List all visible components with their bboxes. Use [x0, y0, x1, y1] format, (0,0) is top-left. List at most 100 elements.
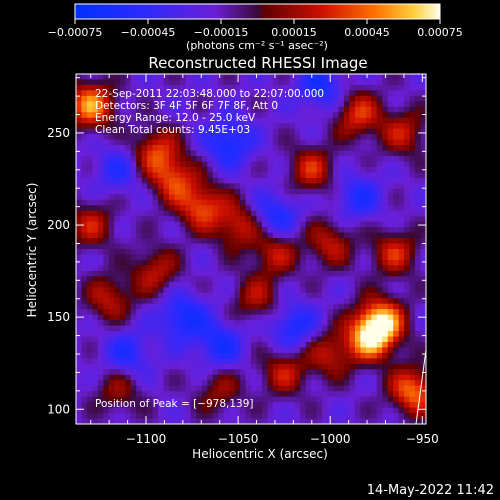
heatmap-cell	[201, 309, 208, 316]
heatmap-cell	[300, 298, 307, 305]
heatmap-cell	[294, 374, 301, 381]
heatmap-cell	[136, 380, 143, 387]
heatmap-cell	[92, 156, 99, 162]
heatmap-cell	[92, 95, 99, 102]
heatmap-cell	[343, 232, 350, 239]
heatmap-cell	[103, 194, 110, 201]
heatmap-cell	[141, 254, 148, 261]
heatmap-cell	[92, 418, 99, 424]
heatmap-cell	[97, 325, 104, 332]
heatmap-cell	[272, 363, 279, 370]
heatmap-cell	[196, 117, 203, 124]
heatmap-cell	[218, 79, 225, 86]
heatmap-cell	[316, 407, 323, 414]
heatmap-cell	[294, 205, 301, 212]
heatmap-cell	[240, 145, 246, 151]
heatmap-cell	[311, 320, 318, 326]
heatmap-cell	[147, 363, 153, 370]
heatmap-cell	[338, 145, 345, 151]
heatmap-cell	[382, 292, 389, 299]
heatmap-cell	[76, 150, 82, 157]
heatmap-cell	[272, 134, 279, 141]
heatmap-cell	[119, 385, 126, 392]
heatmap-cell	[322, 150, 328, 157]
heatmap-cell	[185, 210, 192, 217]
heatmap-cell	[294, 166, 301, 173]
heatmap-cell	[415, 221, 421, 228]
heatmap-cell	[409, 90, 416, 97]
heatmap-cell	[311, 238, 318, 244]
heatmap-cell	[152, 303, 159, 310]
heatmap-cell	[147, 369, 153, 376]
heatmap-cell	[86, 292, 93, 299]
heatmap-cell	[240, 385, 246, 392]
heatmap-cell	[81, 205, 88, 212]
heatmap-cell	[141, 314, 148, 321]
heatmap-cell	[322, 254, 328, 261]
heatmap-cell	[212, 325, 219, 332]
heatmap-cell	[207, 325, 214, 332]
heatmap-cell	[267, 298, 274, 305]
heatmap-cell	[300, 150, 307, 157]
heatmap-cell	[349, 188, 356, 195]
heatmap-cell	[168, 325, 175, 332]
heatmap-cell	[404, 210, 410, 217]
heatmap-cell	[229, 331, 235, 337]
heatmap-cell	[343, 265, 350, 272]
heatmap-cell	[393, 79, 400, 86]
heatmap-cell	[76, 210, 82, 217]
heatmap-cell	[256, 232, 263, 239]
heatmap-cell	[201, 331, 208, 337]
heatmap-cell	[251, 298, 257, 305]
heatmap-cell	[212, 303, 219, 310]
heatmap-cell	[360, 145, 367, 151]
heatmap-cell	[365, 385, 372, 392]
heatmap-cell	[223, 418, 230, 424]
heatmap-cell	[147, 238, 153, 244]
heatmap-cell	[267, 139, 274, 146]
heatmap-cell	[76, 112, 82, 119]
heatmap-cell	[201, 407, 208, 414]
heatmap-cell	[256, 292, 263, 299]
heatmap-cell	[420, 243, 426, 250]
heatmap-cell	[136, 314, 143, 321]
heatmap-cell	[338, 216, 345, 223]
heatmap-cell	[415, 341, 421, 348]
x-tick-label: −1050	[218, 432, 259, 446]
heatmap-cell	[409, 336, 416, 343]
heatmap-cell	[338, 199, 345, 206]
heatmap-cell	[343, 177, 350, 184]
heatmap-cell	[365, 210, 372, 217]
heatmap-cell	[212, 139, 219, 146]
heatmap-cell	[360, 276, 367, 283]
heatmap-cell	[234, 391, 241, 398]
heatmap-cell	[398, 221, 405, 228]
heatmap-cell	[322, 194, 328, 201]
heatmap-cell	[103, 249, 110, 255]
heatmap-cell	[354, 309, 361, 316]
heatmap-cell	[409, 281, 416, 288]
heatmap-cell	[316, 106, 323, 113]
heatmap-cell	[294, 413, 301, 419]
heatmap-cell	[404, 320, 410, 326]
heatmap-cell	[256, 259, 263, 266]
heatmap-cell	[251, 325, 257, 332]
heatmap-cell	[338, 172, 345, 179]
heatmap-cell	[240, 128, 246, 135]
heatmap-cell	[185, 106, 192, 113]
heatmap-cell	[333, 101, 339, 108]
heatmap-cell	[201, 101, 208, 108]
heatmap-cell	[354, 396, 361, 403]
heatmap-cell	[415, 210, 421, 217]
heatmap-cell	[163, 391, 170, 398]
heatmap-cell	[256, 221, 263, 228]
heatmap-cell	[185, 216, 192, 223]
heatmap-cell	[333, 358, 339, 365]
heatmap-cell	[196, 161, 203, 168]
heatmap-cell	[86, 166, 93, 173]
heatmap-cell	[141, 134, 148, 141]
heatmap-cell	[376, 84, 383, 91]
heatmap-cell	[147, 325, 153, 332]
heatmap-cell	[223, 128, 230, 135]
heatmap-cell	[196, 385, 203, 392]
